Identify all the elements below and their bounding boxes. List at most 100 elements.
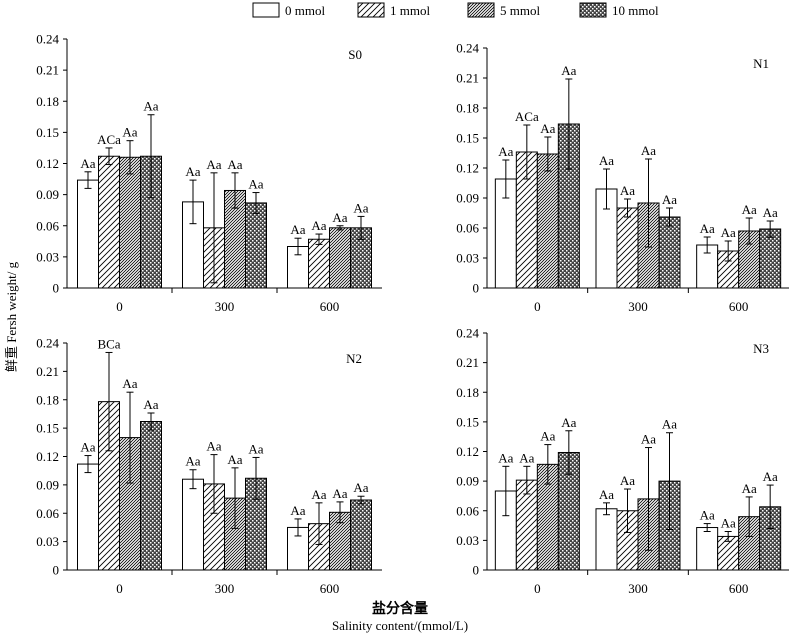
y-tick-label: 0.03 [36, 249, 59, 264]
bar [759, 228, 782, 289]
y-tick-label: 0 [53, 563, 60, 578]
bar [182, 478, 204, 571]
y-tick-label: 0.06 [36, 506, 59, 521]
data-label: Aa [561, 63, 576, 78]
data-label: Aa [227, 157, 242, 172]
data-label: Aa [311, 218, 326, 233]
y-tick-label: 0.24 [456, 326, 479, 341]
data-label: Aa [700, 221, 715, 236]
bar [658, 216, 681, 289]
panel-N1: 0 0.03 0.06 0.09 0.12 0.15 0.18 0.21 0.24 0 300 600… [456, 41, 789, 314]
bar [696, 527, 719, 571]
y-tick-label: 0.18 [36, 94, 59, 109]
x-axis-label-english: Salinity content/(mmol/L) [332, 618, 468, 633]
x-tick-label: 300 [628, 299, 648, 314]
data-label: Aa [620, 183, 635, 198]
y-tick-label: 0.15 [456, 131, 479, 146]
y-tick-label: 0.18 [456, 385, 479, 400]
x-tick-label: 0 [534, 581, 541, 596]
y-tick-label: 0.09 [36, 477, 59, 492]
y-tick-label: 0.06 [456, 221, 479, 236]
data-label: Aa [332, 210, 347, 225]
data-label: Aa [540, 121, 555, 136]
y-tick-label: 0.21 [36, 63, 59, 78]
x-tick-label: 0 [116, 581, 123, 596]
data-label: Aa [599, 487, 614, 502]
data-label: Aa [206, 439, 221, 454]
data-label: Aa [332, 486, 347, 501]
data-label: Aa [248, 441, 263, 456]
data-label: ACa [515, 109, 539, 124]
x-axis-label-chinese: 盐分含量 [372, 600, 428, 617]
y-tick-label: 0.03 [36, 534, 59, 549]
data-label: Aa [185, 164, 200, 179]
x-tick-label: 0 [534, 299, 541, 314]
bar [595, 508, 618, 571]
data-label: Aa [290, 222, 305, 237]
data-label: Aa [353, 200, 368, 215]
y-tick-label: 0.24 [36, 336, 59, 351]
data-label: Aa [498, 450, 513, 465]
panel-S0: 0 0.03 0.06 0.09 0.12 0.15 0.18 0.21 0.24 0 300 600… [36, 32, 382, 314]
bar [245, 202, 267, 289]
y-tick-label: 0.12 [456, 161, 479, 176]
panel-title: N1 [753, 56, 769, 71]
x-tick-label: 300 [215, 581, 235, 596]
data-label: Aa [763, 205, 778, 220]
bar [77, 463, 99, 571]
data-label: Aa [143, 99, 158, 114]
data-label: Aa [540, 429, 555, 444]
x-tick-label: 600 [729, 581, 749, 596]
legend-swatch-3 [579, 2, 607, 18]
chart-panels: 0 0.03 0.06 0.09 0.12 0.15 0.18 0.21 0.24 0 300 600… [36, 32, 789, 596]
panel-N2: 0 0.03 0.06 0.09 0.12 0.15 0.18 0.21 0.24 0 300 600… [36, 336, 382, 596]
data-label: Aa [311, 487, 326, 502]
data-label: Aa [742, 202, 757, 217]
data-label: Aa [662, 192, 677, 207]
legend-label-3: 10 mmol [612, 3, 659, 18]
data-label: Aa [641, 432, 656, 447]
y-tick-label: 0.12 [36, 156, 59, 171]
bar [119, 156, 141, 289]
x-tick-label: 600 [320, 299, 340, 314]
bar [77, 179, 99, 289]
data-label: Aa [143, 397, 158, 412]
y-tick-label: 0.09 [456, 474, 479, 489]
data-label: Aa [519, 450, 534, 465]
data-label: Aa [721, 515, 736, 530]
y-tick-label: 0.21 [456, 71, 479, 86]
panel-title: N3 [753, 341, 769, 356]
bar [536, 153, 559, 289]
y-tick-label: 0.18 [36, 392, 59, 407]
y-tick-label: 0 [53, 281, 60, 296]
y-tick-label: 0.24 [36, 32, 59, 47]
bar [329, 227, 351, 289]
data-label: Aa [80, 440, 95, 455]
y-tick-label: 0.06 [36, 218, 59, 233]
y-tick-label: 0.12 [36, 449, 59, 464]
legend: 0 mmol 1 mmol 5 mmol 10 mmol [252, 2, 659, 18]
y-tick-label: 0.12 [456, 444, 479, 459]
data-label: Aa [498, 144, 513, 159]
y-tick-label: 0.21 [36, 364, 59, 379]
y-tick-label: 0.03 [456, 533, 479, 548]
data-label: Aa [742, 481, 757, 496]
data-label: BCa [97, 336, 120, 351]
y-tick-label: 0.06 [456, 503, 479, 518]
x-tick-label: 300 [628, 581, 648, 596]
data-label: Aa [662, 417, 677, 432]
data-label: Aa [122, 125, 137, 140]
data-label: Aa [353, 480, 368, 495]
y-tick-label: 0.09 [36, 187, 59, 202]
data-label: Aa [290, 503, 305, 518]
bar [616, 207, 639, 289]
y-tick-label: 0 [473, 281, 480, 296]
legend-swatch-1 [357, 2, 385, 18]
data-label: Aa [185, 454, 200, 469]
data-label: Aa [620, 473, 635, 488]
x-tick-label: 600 [320, 581, 340, 596]
x-tick-label: 0 [116, 299, 123, 314]
data-label: Aa [206, 157, 221, 172]
data-label: Aa [700, 508, 715, 523]
data-label: Aa [763, 469, 778, 484]
